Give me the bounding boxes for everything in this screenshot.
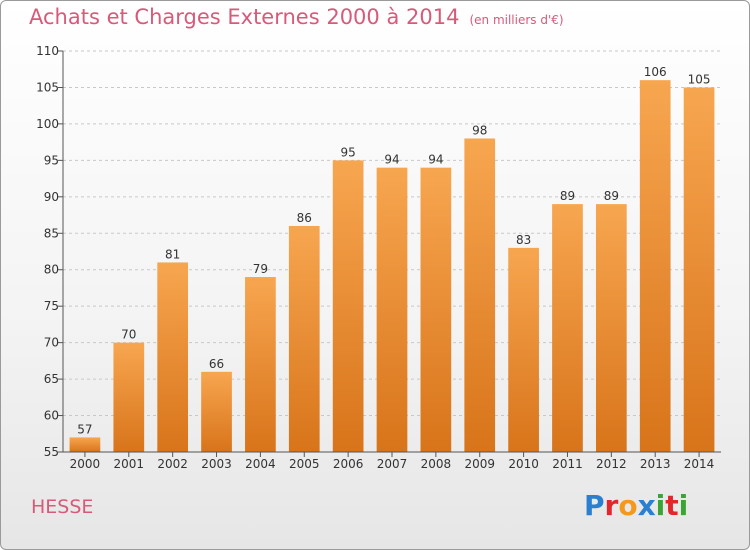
proxiti-logo: Proxiti [584, 489, 688, 522]
value-label: 89 [604, 189, 619, 203]
value-label: 66 [209, 357, 224, 371]
bar [332, 160, 364, 452]
value-label: 95 [340, 145, 355, 159]
value-label: 70 [121, 328, 136, 342]
x-tick-label: 2004 [245, 457, 276, 471]
x-tick-label: 2012 [596, 457, 627, 471]
bar [69, 437, 101, 452]
x-tick-label: 2007 [377, 457, 408, 471]
bar [420, 167, 452, 452]
y-tick-label: 85 [44, 226, 59, 240]
value-label: 86 [297, 211, 312, 225]
logo-letter: P [584, 489, 605, 522]
x-tick-label: 2001 [114, 457, 145, 471]
value-label: 57 [77, 422, 92, 436]
chart-subtitle: (en milliers d'€) [469, 13, 564, 27]
y-tick-label: 105 [36, 80, 59, 94]
x-tick-label: 2000 [70, 457, 101, 471]
value-label: 94 [384, 153, 399, 167]
x-tick-label: 2006 [333, 457, 364, 471]
y-tick-label: 100 [36, 117, 59, 131]
bar [288, 225, 320, 452]
y-tick-label: 55 [44, 445, 59, 459]
logo-letter: t [665, 489, 679, 522]
logo-letter: i [678, 489, 689, 522]
bar [245, 277, 276, 452]
logo-letter: o [618, 489, 638, 522]
y-tick-label: 95 [44, 153, 59, 167]
y-tick-label: 110 [36, 44, 59, 58]
x-tick-label: 2008 [421, 457, 452, 471]
x-tick-label: 2002 [157, 457, 188, 471]
x-tick-label: 2010 [508, 457, 539, 471]
x-tick-label: 2003 [201, 457, 232, 471]
bars [69, 80, 715, 453]
bar [113, 342, 145, 452]
x-tick-label: 2009 [464, 457, 495, 471]
bar [639, 80, 671, 452]
y-tick-label: 70 [44, 336, 59, 350]
y-tick-label: 60 [44, 409, 59, 423]
bar [464, 138, 496, 452]
chart-title-text: Achats et Charges Externes 2000 à 2014 [29, 5, 460, 29]
x-tick-label: 2013 [640, 457, 671, 471]
bar [595, 204, 627, 452]
logo-letter: i [655, 489, 666, 522]
y-tick-label: 65 [44, 372, 59, 386]
logo-letter: x [637, 489, 656, 522]
location-label: HESSE [31, 496, 94, 518]
labels: 55 60 65 70 75 80 85 90 95 100 105 110 57 2000 70 2001 8… [36, 44, 714, 471]
axes [58, 50, 721, 457]
x-tick-label: 2014 [684, 457, 715, 471]
bar [508, 247, 539, 452]
value-label: 106 [644, 65, 667, 79]
bar [201, 371, 232, 452]
y-tick-label: 90 [44, 190, 59, 204]
value-label: 98 [472, 123, 487, 137]
value-label: 89 [560, 189, 575, 203]
logo-letter: r [604, 489, 619, 522]
y-tick-label: 75 [44, 299, 59, 313]
bar [157, 262, 189, 452]
bar [683, 87, 715, 453]
value-label: 83 [516, 233, 531, 247]
value-label: 94 [428, 153, 443, 167]
x-tick-label: 2011 [552, 457, 583, 471]
value-label: 79 [253, 262, 268, 276]
chart-title: Achats et Charges Externes 2000 à 2014 (e… [29, 5, 564, 29]
value-label: 81 [165, 247, 180, 261]
x-tick-label: 2005 [289, 457, 320, 471]
bar [376, 167, 408, 452]
bar [552, 204, 583, 452]
value-label: 105 [688, 72, 711, 86]
y-tick-label: 80 [44, 263, 59, 277]
